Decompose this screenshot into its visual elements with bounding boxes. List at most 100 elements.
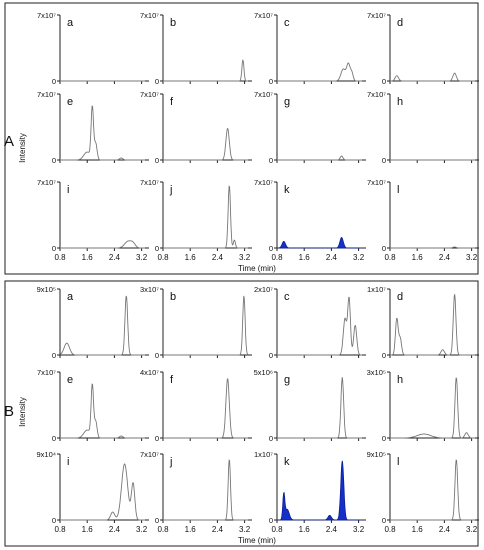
subplot-letter-b-l: l <box>397 456 399 468</box>
subplot-b-a: 9x10⁵ 0 a <box>37 285 149 360</box>
subplot-letter-a-a: a <box>67 17 74 29</box>
y-max-label-a-j: 7x10⁷ <box>140 178 159 187</box>
y-max-label-a-h: 7x10⁷ <box>367 90 386 99</box>
x-tick-label-a-l-0: 0.8 <box>384 253 396 262</box>
y-zero-label-a-c: 0 <box>269 77 273 86</box>
y-max-label-a-c: 7x10⁷ <box>254 11 273 20</box>
panel-b-ylabel: Intensity <box>18 397 27 427</box>
y-zero-label-b-a: 0 <box>52 351 56 360</box>
x-tick-label-b-l-1: 1.6 <box>412 525 424 534</box>
trace-a-e <box>60 105 145 161</box>
x-tick-label-a-j-0: 0.8 <box>157 253 169 262</box>
x-tick-label-b-l-0: 0.8 <box>384 525 396 534</box>
trace-b-d <box>390 293 475 356</box>
x-tick-label-a-i-3: 3.2 <box>136 253 148 262</box>
y-max-label-a-i: 7x10⁷ <box>37 178 56 187</box>
trace-a-g <box>277 155 362 161</box>
subplot-letter-b-b: b <box>170 291 176 303</box>
trace-a-l <box>390 246 475 249</box>
x-tick-label-b-k-0: 0.8 <box>271 525 283 534</box>
subplot-letter-a-j: j <box>169 184 172 196</box>
subplot-a-f: 7x10⁷ 0 f <box>140 90 252 165</box>
y-max-label-b-f: 4x10⁷ <box>140 368 159 377</box>
subplot-letter-b-g: g <box>284 374 290 386</box>
x-tick-label-b-k-3: 3.2 <box>353 525 365 534</box>
panel-b-frame <box>4 280 479 547</box>
y-zero-label-a-d: 0 <box>382 77 386 86</box>
y-max-label-b-k: 1x10⁷ <box>254 450 273 459</box>
y-max-label-b-g: 5x10⁶ <box>254 368 273 377</box>
y-max-label-b-c: 2x10⁷ <box>254 285 273 294</box>
trace-a-b <box>163 59 248 82</box>
subplot-b-f: 4x10⁷ 0 f <box>140 368 252 443</box>
y-zero-label-a-b: 0 <box>155 77 159 86</box>
x-tick-label-b-j-2: 2.4 <box>212 525 224 534</box>
trace-a-c <box>277 62 362 82</box>
y-max-label-a-b: 7x10⁷ <box>140 11 159 20</box>
panel-a-label: A <box>4 133 14 150</box>
x-tick-label-b-k-1: 1.6 <box>299 525 311 534</box>
trace-b-l <box>390 459 475 521</box>
x-tick-label-a-i-0: 0.8 <box>54 253 66 262</box>
subplot-letter-a-f: f <box>170 96 174 108</box>
subplot-a-h: 7x10⁷ 0 h <box>367 90 479 165</box>
subplot-b-g: 5x10⁶ 0 g <box>254 368 366 443</box>
subplot-b-j: 7x10⁷ 00.8 1.6 2.4 3.2 j <box>140 450 252 534</box>
x-tick-label-a-k-1: 1.6 <box>299 253 311 262</box>
y-max-label-a-a: 7x10⁷ <box>37 11 56 20</box>
trace-a-f <box>163 127 248 161</box>
trace-a-i <box>60 240 145 249</box>
y-zero-label-b-e: 0 <box>52 434 56 443</box>
subplot-letter-b-k: k <box>284 456 290 468</box>
subplot-grid: 7x10⁷0a7x10⁷0b7x10⁷0c7x10⁷0d7x10⁷0e7x10⁷… <box>37 11 479 534</box>
subplot-a-i: 7x10⁷ 00.8 1.6 2.4 3.2 i <box>37 178 149 262</box>
y-zero-label-a-e: 0 <box>52 156 56 165</box>
subplot-b-e: 7x10⁷ 0 e <box>37 368 149 443</box>
y-zero-label-b-j: 0 <box>155 516 159 525</box>
subplot-letter-a-b: b <box>170 17 176 29</box>
y-max-label-a-l: 7x10⁷ <box>367 178 386 187</box>
y-zero-label-a-i: 0 <box>52 244 56 253</box>
trace-a-j <box>163 185 248 249</box>
y-zero-label-a-j: 0 <box>155 244 159 253</box>
subplot-b-k: 1x10⁷ 00.8 1.6 2.4 3.2 k <box>254 450 366 534</box>
y-max-label-a-k: 7x10⁷ <box>254 178 273 187</box>
subplot-letter-b-f: f <box>170 374 174 386</box>
subplot-letter-b-a: a <box>67 291 74 303</box>
subplot-a-c: 7x10⁷ 0 c <box>254 11 366 86</box>
x-tick-label-a-i-2: 2.4 <box>109 253 121 262</box>
y-max-label-b-i: 9x10⁴ <box>37 450 57 459</box>
y-zero-label-a-k: 0 <box>269 244 273 253</box>
trace-b-e <box>60 383 145 439</box>
subplot-letter-b-i: i <box>67 456 69 468</box>
subplot-a-b: 7x10⁷ 0 b <box>140 11 252 86</box>
panel-a-frame <box>4 2 479 275</box>
y-zero-label-a-f: 0 <box>155 156 159 165</box>
subplot-b-b: 3x10⁷ 0 b <box>140 285 252 360</box>
trace-b-h <box>390 377 475 439</box>
x-tick-label-a-j-2: 2.4 <box>212 253 224 262</box>
trace-b-i <box>60 463 145 521</box>
y-max-label-a-e: 7x10⁷ <box>37 90 56 99</box>
x-tick-label-a-j-3: 3.2 <box>239 253 251 262</box>
y-max-label-b-a: 9x10⁵ <box>37 285 56 294</box>
subplot-letter-a-e: e <box>67 96 73 108</box>
x-tick-label-a-j-1: 1.6 <box>185 253 197 262</box>
x-tick-label-b-k-2: 2.4 <box>326 525 338 534</box>
y-zero-label-b-f: 0 <box>155 434 159 443</box>
subplot-a-l: 7x10⁷ 00.8 1.6 2.4 3.2 l <box>367 178 479 262</box>
trace-a-k <box>277 237 362 249</box>
subplot-b-l: 9x10⁵ 00.8 1.6 2.4 3.2 l <box>367 450 479 534</box>
y-zero-label-b-d: 0 <box>382 351 386 360</box>
subplot-b-h: 3x10⁵ 0 h <box>367 368 479 443</box>
x-tick-label-b-j-1: 1.6 <box>185 525 197 534</box>
trace-b-g <box>277 377 362 439</box>
y-max-label-b-b: 3x10⁷ <box>140 285 159 294</box>
subplot-a-g: 7x10⁷ 0 g <box>254 90 366 165</box>
subplot-letter-a-l: l <box>397 184 399 196</box>
y-zero-label-b-k: 0 <box>269 516 273 525</box>
subplot-b-d: 1x10⁷ 0 d <box>367 285 479 360</box>
panel-b-label: B <box>4 403 14 420</box>
x-tick-label-a-l-1: 1.6 <box>412 253 424 262</box>
x-tick-label-b-i-0: 0.8 <box>54 525 66 534</box>
